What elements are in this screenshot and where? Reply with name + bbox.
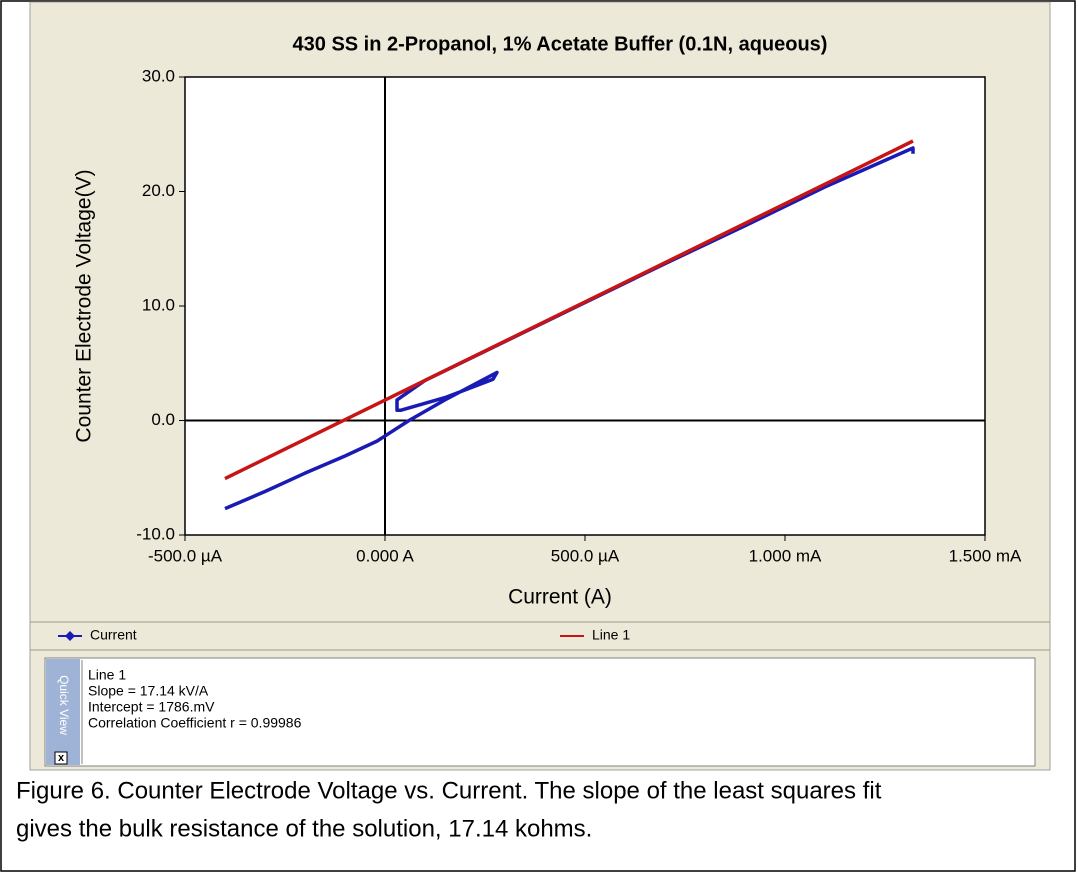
plot-area — [184, 76, 986, 536]
quick-view-line: Intercept = 1786.mV — [88, 699, 215, 715]
series-line — [224, 139, 914, 481]
y-tick-label: 30.0 — [142, 66, 175, 85]
chart-title: 430 SS in 2-Propanol, 1% Acetate Buffer … — [293, 33, 828, 55]
x-axis-title: Current (A) — [508, 586, 612, 609]
legend-label: Current — [90, 627, 137, 643]
close-button[interactable] — [54, 751, 68, 765]
y-tick-label: 0.0 — [151, 410, 175, 429]
y-tick-label: 20.0 — [142, 181, 175, 200]
quick-view-tab — [46, 659, 80, 765]
close-label[interactable]: x — [58, 752, 65, 764]
caption: Figure 6. Counter Electrode Voltage vs. … — [16, 777, 882, 804]
x-tick-label: -500.0 µA — [148, 546, 223, 565]
x-tick-label: 1.500 mA — [949, 546, 1022, 565]
legend-label: Line 1 — [592, 627, 630, 643]
y-tick-label: -10.0 — [136, 524, 175, 543]
caption: gives the bulk resistance of the solutio… — [16, 815, 592, 842]
legend-marker — [65, 631, 75, 641]
quick-view-label: Quick View — [57, 675, 71, 735]
y-tick-label: 10.0 — [142, 295, 175, 314]
quick-view-line: Slope = 17.14 kV/A — [88, 683, 209, 699]
y-axis-title: Counter Electrode Voltage(V) — [73, 169, 96, 442]
quick-view-box — [44, 657, 1036, 767]
quick-view-line: Line 1 — [88, 667, 126, 683]
x-tick-label: 1.000 mA — [749, 546, 822, 565]
x-tick-label: 500.0 µA — [551, 546, 620, 565]
x-tick-label: 0.000 A — [356, 546, 414, 565]
quick-view-line: Correlation Coefficient r = 0.99986 — [88, 715, 302, 731]
